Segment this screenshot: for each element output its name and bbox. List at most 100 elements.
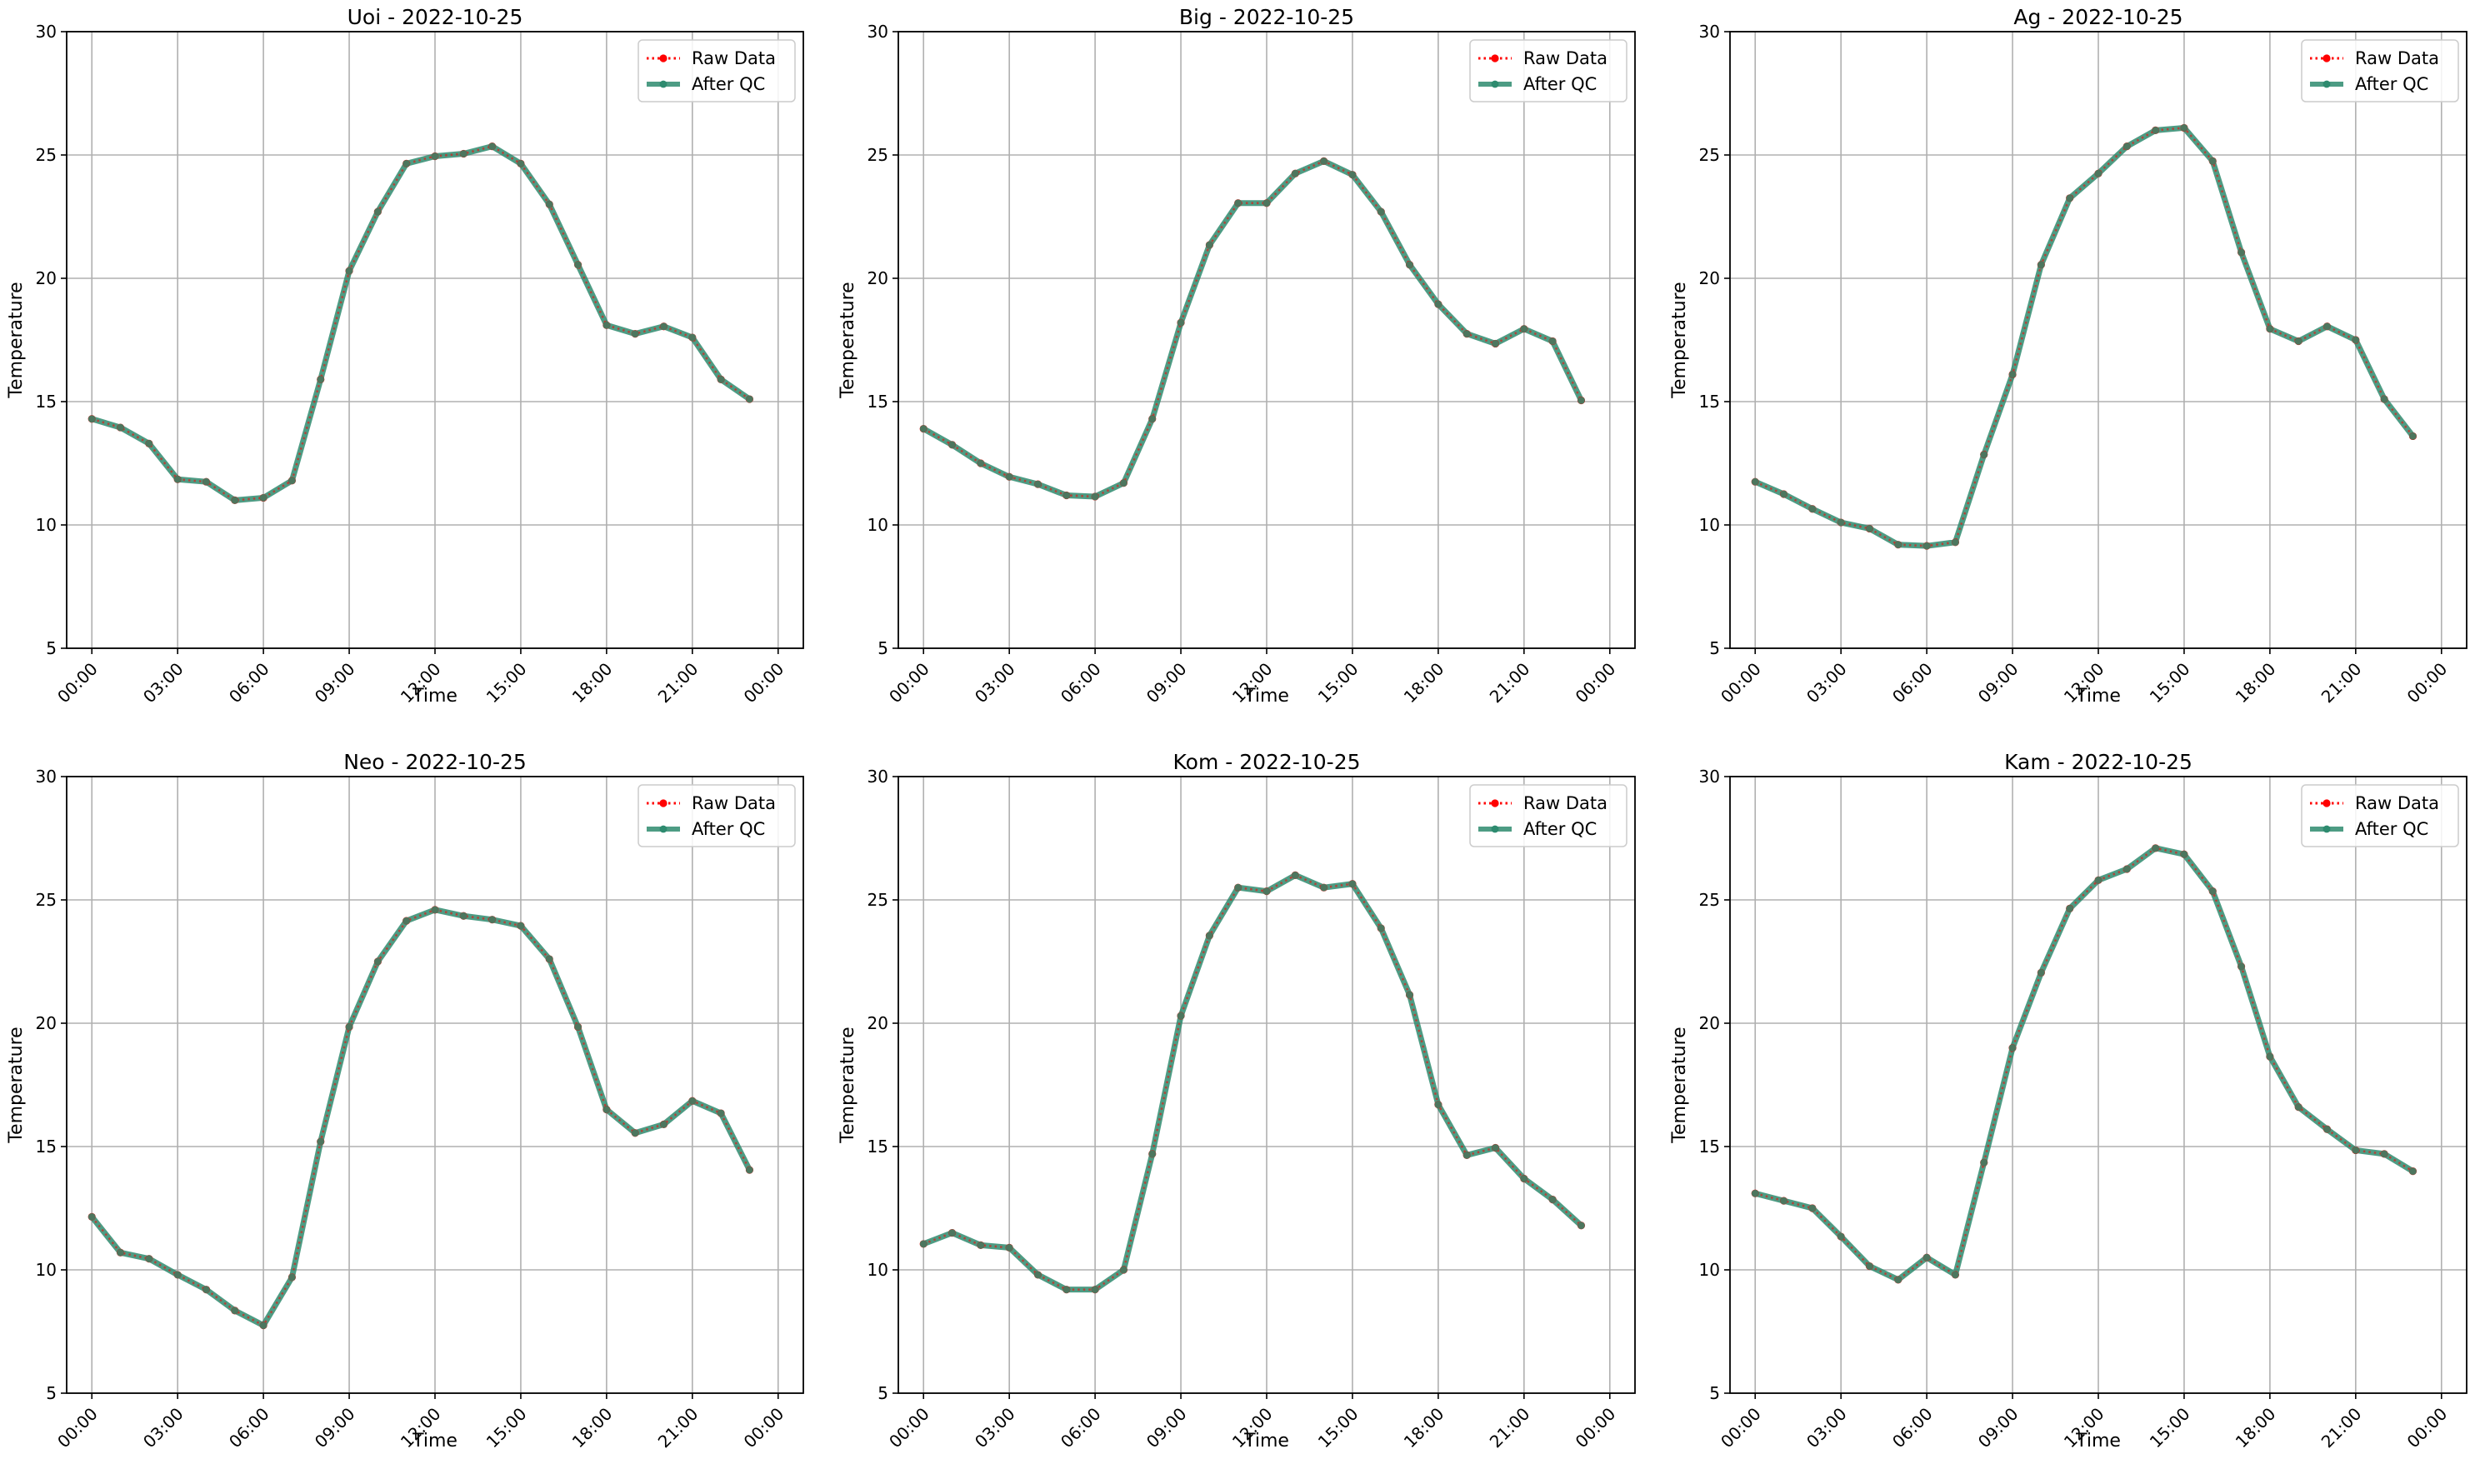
x-tick-label: 21:00 bbox=[1486, 659, 1534, 707]
x-tick-label: 21:00 bbox=[654, 1404, 702, 1452]
axes-frame bbox=[898, 31, 1636, 649]
after-qc-point bbox=[517, 922, 525, 930]
after-qc-point bbox=[1205, 241, 1213, 249]
after-qc-point bbox=[1837, 1232, 1845, 1241]
after-qc-point bbox=[1091, 492, 1099, 501]
after-qc-point bbox=[1980, 451, 1988, 459]
after-qc-point bbox=[1434, 1101, 1442, 1109]
y-axis-label: Temperature bbox=[1669, 1027, 1690, 1143]
after-qc-point bbox=[1434, 300, 1442, 308]
legend-marker-after-qc bbox=[659, 80, 668, 88]
x-tick-label: 09:00 bbox=[1974, 659, 2022, 707]
y-tick-label: 30 bbox=[1699, 22, 1720, 42]
after-qc-point bbox=[688, 1097, 697, 1105]
y-tick-label: 30 bbox=[36, 22, 57, 42]
x-tick-label: 18:00 bbox=[1400, 659, 1448, 707]
chart-title: Ag - 2022-10-25 bbox=[2013, 5, 2182, 29]
y-tick-label: 15 bbox=[1699, 1137, 1720, 1157]
x-tick-label: 06:00 bbox=[225, 1404, 273, 1452]
series-line-raw-data bbox=[1754, 847, 2414, 1282]
after-qc-point bbox=[2380, 395, 2388, 403]
after-qc-point bbox=[1780, 1197, 1788, 1205]
after-qc-point bbox=[1005, 1243, 1013, 1252]
after-qc-point bbox=[1320, 157, 1328, 165]
series-line-after-qc bbox=[920, 872, 1584, 1293]
after-qc-point bbox=[2037, 968, 2045, 977]
after-qc-point bbox=[948, 1229, 956, 1237]
after-qc-point bbox=[2352, 1147, 2360, 1154]
y-tick-label: 25 bbox=[1699, 145, 1720, 165]
x-tick-label: 09:00 bbox=[1974, 1404, 2022, 1452]
after-qc-point bbox=[1780, 490, 1788, 498]
y-tick-label: 25 bbox=[868, 890, 888, 910]
after-qc-point bbox=[202, 1286, 210, 1294]
x-tick-label: 00:00 bbox=[1717, 659, 1765, 707]
after-qc-point bbox=[1894, 1276, 1902, 1284]
chart-title: Kam - 2022-10-25 bbox=[2004, 750, 2192, 774]
after-qc-point bbox=[631, 330, 639, 337]
y-tick-label: 20 bbox=[1699, 1013, 1720, 1033]
after-qc-point bbox=[2037, 261, 2045, 269]
after-qc-point bbox=[288, 1273, 296, 1282]
after-qc-point bbox=[574, 1023, 582, 1031]
after-qc-point bbox=[1751, 477, 1759, 486]
after-qc-point bbox=[145, 439, 153, 447]
after-qc-point bbox=[402, 917, 411, 925]
after-qc-point bbox=[977, 459, 985, 467]
after-qc-point bbox=[2294, 337, 2302, 345]
legend-marker-after-qc bbox=[2322, 80, 2331, 88]
after-qc-point bbox=[88, 1212, 96, 1221]
after-qc-point bbox=[1492, 340, 1499, 347]
after-qc-point bbox=[1348, 171, 1357, 179]
after-qc-point bbox=[1894, 541, 1902, 549]
x-tick-label: 00:00 bbox=[53, 1404, 102, 1452]
x-tick-label: 18:00 bbox=[1400, 1404, 1448, 1452]
after-qc-point bbox=[202, 477, 210, 486]
y-tick-label: 10 bbox=[1699, 515, 1720, 535]
chart-title: Kom - 2022-10-25 bbox=[1173, 750, 1361, 774]
legend-label-after-qc: After QC bbox=[1523, 819, 1597, 839]
legend: Raw Data After QC bbox=[2301, 39, 2459, 102]
after-qc-point bbox=[459, 912, 468, 920]
y-tick-label: 5 bbox=[46, 1383, 57, 1403]
after-qc-point bbox=[1462, 1151, 1471, 1159]
x-tick-label: 00:00 bbox=[1717, 1404, 1765, 1452]
after-qc-point bbox=[1837, 518, 1845, 527]
y-tick-label: 20 bbox=[868, 268, 888, 288]
after-qc-point bbox=[173, 475, 182, 483]
after-qc-point bbox=[2238, 962, 2245, 971]
after-qc-point bbox=[1922, 542, 1931, 550]
after-qc-point bbox=[1520, 1175, 1528, 1182]
after-qc-point bbox=[1922, 1253, 1931, 1262]
legend: Raw Data After QC bbox=[638, 784, 796, 847]
x-tick-label: 03:00 bbox=[1802, 1404, 1851, 1452]
chart-title: Big - 2022-10-25 bbox=[1179, 5, 1354, 29]
legend-label-raw-data: Raw Data bbox=[692, 48, 776, 68]
x-axis-label: Time bbox=[1243, 686, 1289, 707]
after-qc-point bbox=[2409, 432, 2417, 440]
x-tick-label: 15:00 bbox=[482, 1404, 531, 1452]
y-tick-label: 15 bbox=[1699, 392, 1720, 412]
after-qc-point bbox=[2266, 1052, 2274, 1061]
after-qc-point bbox=[746, 1166, 753, 1174]
after-qc-point bbox=[1177, 1012, 1185, 1020]
after-qc-point bbox=[1291, 872, 1299, 879]
y-tick-label: 25 bbox=[36, 145, 57, 165]
after-qc-point bbox=[1291, 169, 1299, 177]
legend-marker-raw-data bbox=[1491, 54, 1499, 62]
x-tick-label: 09:00 bbox=[1142, 1404, 1191, 1452]
after-qc-point bbox=[1578, 397, 1585, 404]
after-qc-point bbox=[488, 916, 497, 924]
x-tick-label: 18:00 bbox=[568, 1404, 617, 1452]
y-tick-label: 25 bbox=[36, 890, 57, 910]
after-qc-point bbox=[2122, 865, 2131, 873]
after-qc-point bbox=[231, 497, 239, 504]
after-qc-point bbox=[2152, 127, 2160, 134]
legend-marker-raw-data bbox=[659, 54, 668, 62]
y-axis-label: Temperature bbox=[1669, 282, 1690, 398]
after-qc-point bbox=[2323, 322, 2331, 331]
x-tick-label: 00:00 bbox=[2403, 1404, 2452, 1452]
after-qc-point bbox=[1234, 883, 1242, 892]
